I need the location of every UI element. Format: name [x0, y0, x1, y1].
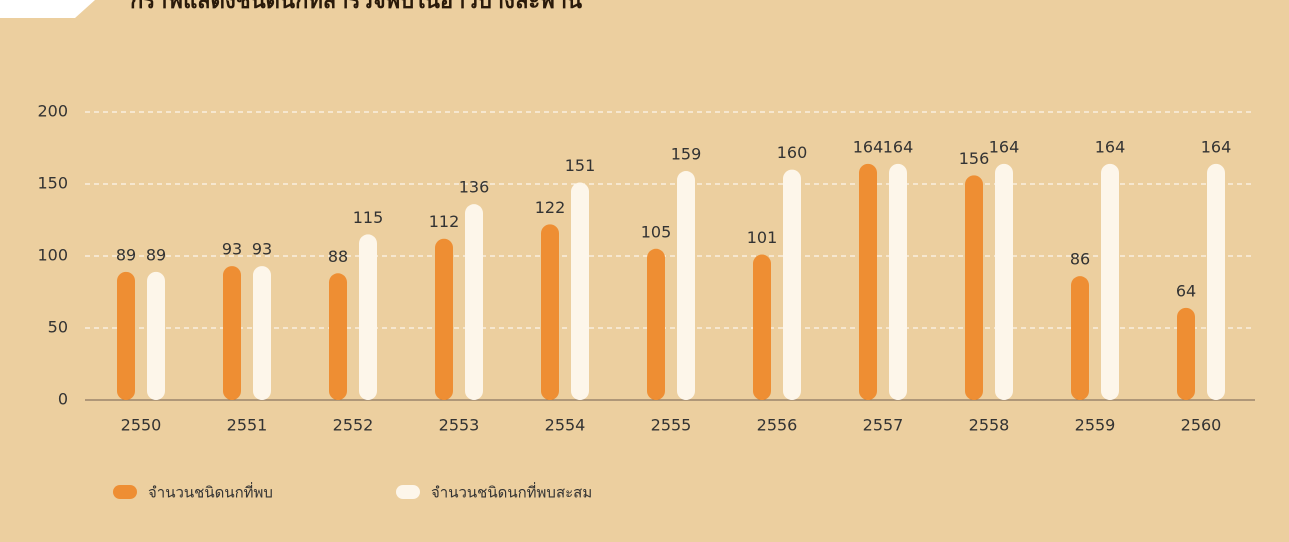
legend-label: จำนวนชนิดนกที่พบ [148, 482, 273, 502]
y-tick-label: 50 [48, 318, 68, 337]
bar [1177, 307, 1195, 400]
bar [117, 271, 135, 400]
x-tick-label: 2560 [1181, 416, 1222, 435]
chart-title: กราฟแสดงชนิดนกที่สำรวจพบในอ่าวบางละพาน [130, 0, 582, 14]
data-label: 64 [1176, 281, 1196, 300]
bar [859, 163, 877, 400]
legend-swatch [113, 485, 137, 499]
y-tick-label: 0 [58, 390, 68, 409]
bar [147, 271, 165, 400]
data-label: 164 [989, 137, 1020, 156]
bar [783, 169, 801, 400]
bar [223, 266, 241, 400]
bar [465, 204, 483, 400]
data-label: 164 [883, 137, 914, 156]
bar [647, 248, 665, 400]
bar [965, 175, 983, 400]
y-tick-label: 150 [37, 174, 68, 193]
bar [359, 234, 377, 400]
data-label: 156 [959, 149, 990, 168]
data-label: 151 [565, 156, 596, 175]
data-label: 88 [328, 247, 348, 266]
bar [571, 182, 589, 400]
x-tick-label: 2558 [969, 416, 1010, 435]
bar [1101, 163, 1119, 400]
x-tick-label: 2559 [1075, 416, 1116, 435]
y-tick-label: 200 [37, 102, 68, 121]
data-label: 164 [1201, 137, 1232, 156]
data-label: 93 [222, 240, 242, 259]
data-label: 86 [1070, 250, 1090, 269]
bar [889, 163, 907, 400]
legend-swatch [396, 485, 420, 499]
bar [1207, 163, 1225, 400]
bar [435, 238, 453, 400]
data-label: 93 [252, 240, 272, 259]
data-label: 101 [747, 228, 778, 247]
x-tick-label: 2556 [757, 416, 798, 435]
bar [677, 171, 695, 400]
data-label: 122 [535, 198, 566, 217]
bar [995, 163, 1013, 400]
bar [1071, 276, 1089, 400]
data-label: 164 [853, 137, 884, 156]
data-label: 164 [1095, 137, 1126, 156]
x-tick-label: 2550 [121, 416, 162, 435]
x-tick-label: 2554 [545, 416, 586, 435]
data-label: 115 [353, 208, 384, 227]
y-tick-label: 100 [37, 246, 68, 265]
bar [329, 273, 347, 400]
bar [541, 224, 559, 400]
data-label: 89 [146, 245, 166, 264]
data-label: 159 [671, 145, 702, 164]
x-tick-label: 2551 [227, 416, 268, 435]
x-tick-label: 2557 [863, 416, 904, 435]
data-label: 136 [459, 178, 490, 197]
x-tick-label: 2552 [333, 416, 374, 435]
data-label: 112 [429, 212, 460, 231]
x-tick-label: 2553 [439, 416, 480, 435]
x-tick-label: 2555 [651, 416, 692, 435]
data-label: 105 [641, 222, 672, 241]
data-label: 160 [777, 143, 808, 162]
legend-label: จำนวนชนิดนกที่พบสะสม [431, 482, 592, 502]
bar [753, 254, 771, 400]
bar [253, 266, 271, 400]
data-label: 89 [116, 245, 136, 264]
